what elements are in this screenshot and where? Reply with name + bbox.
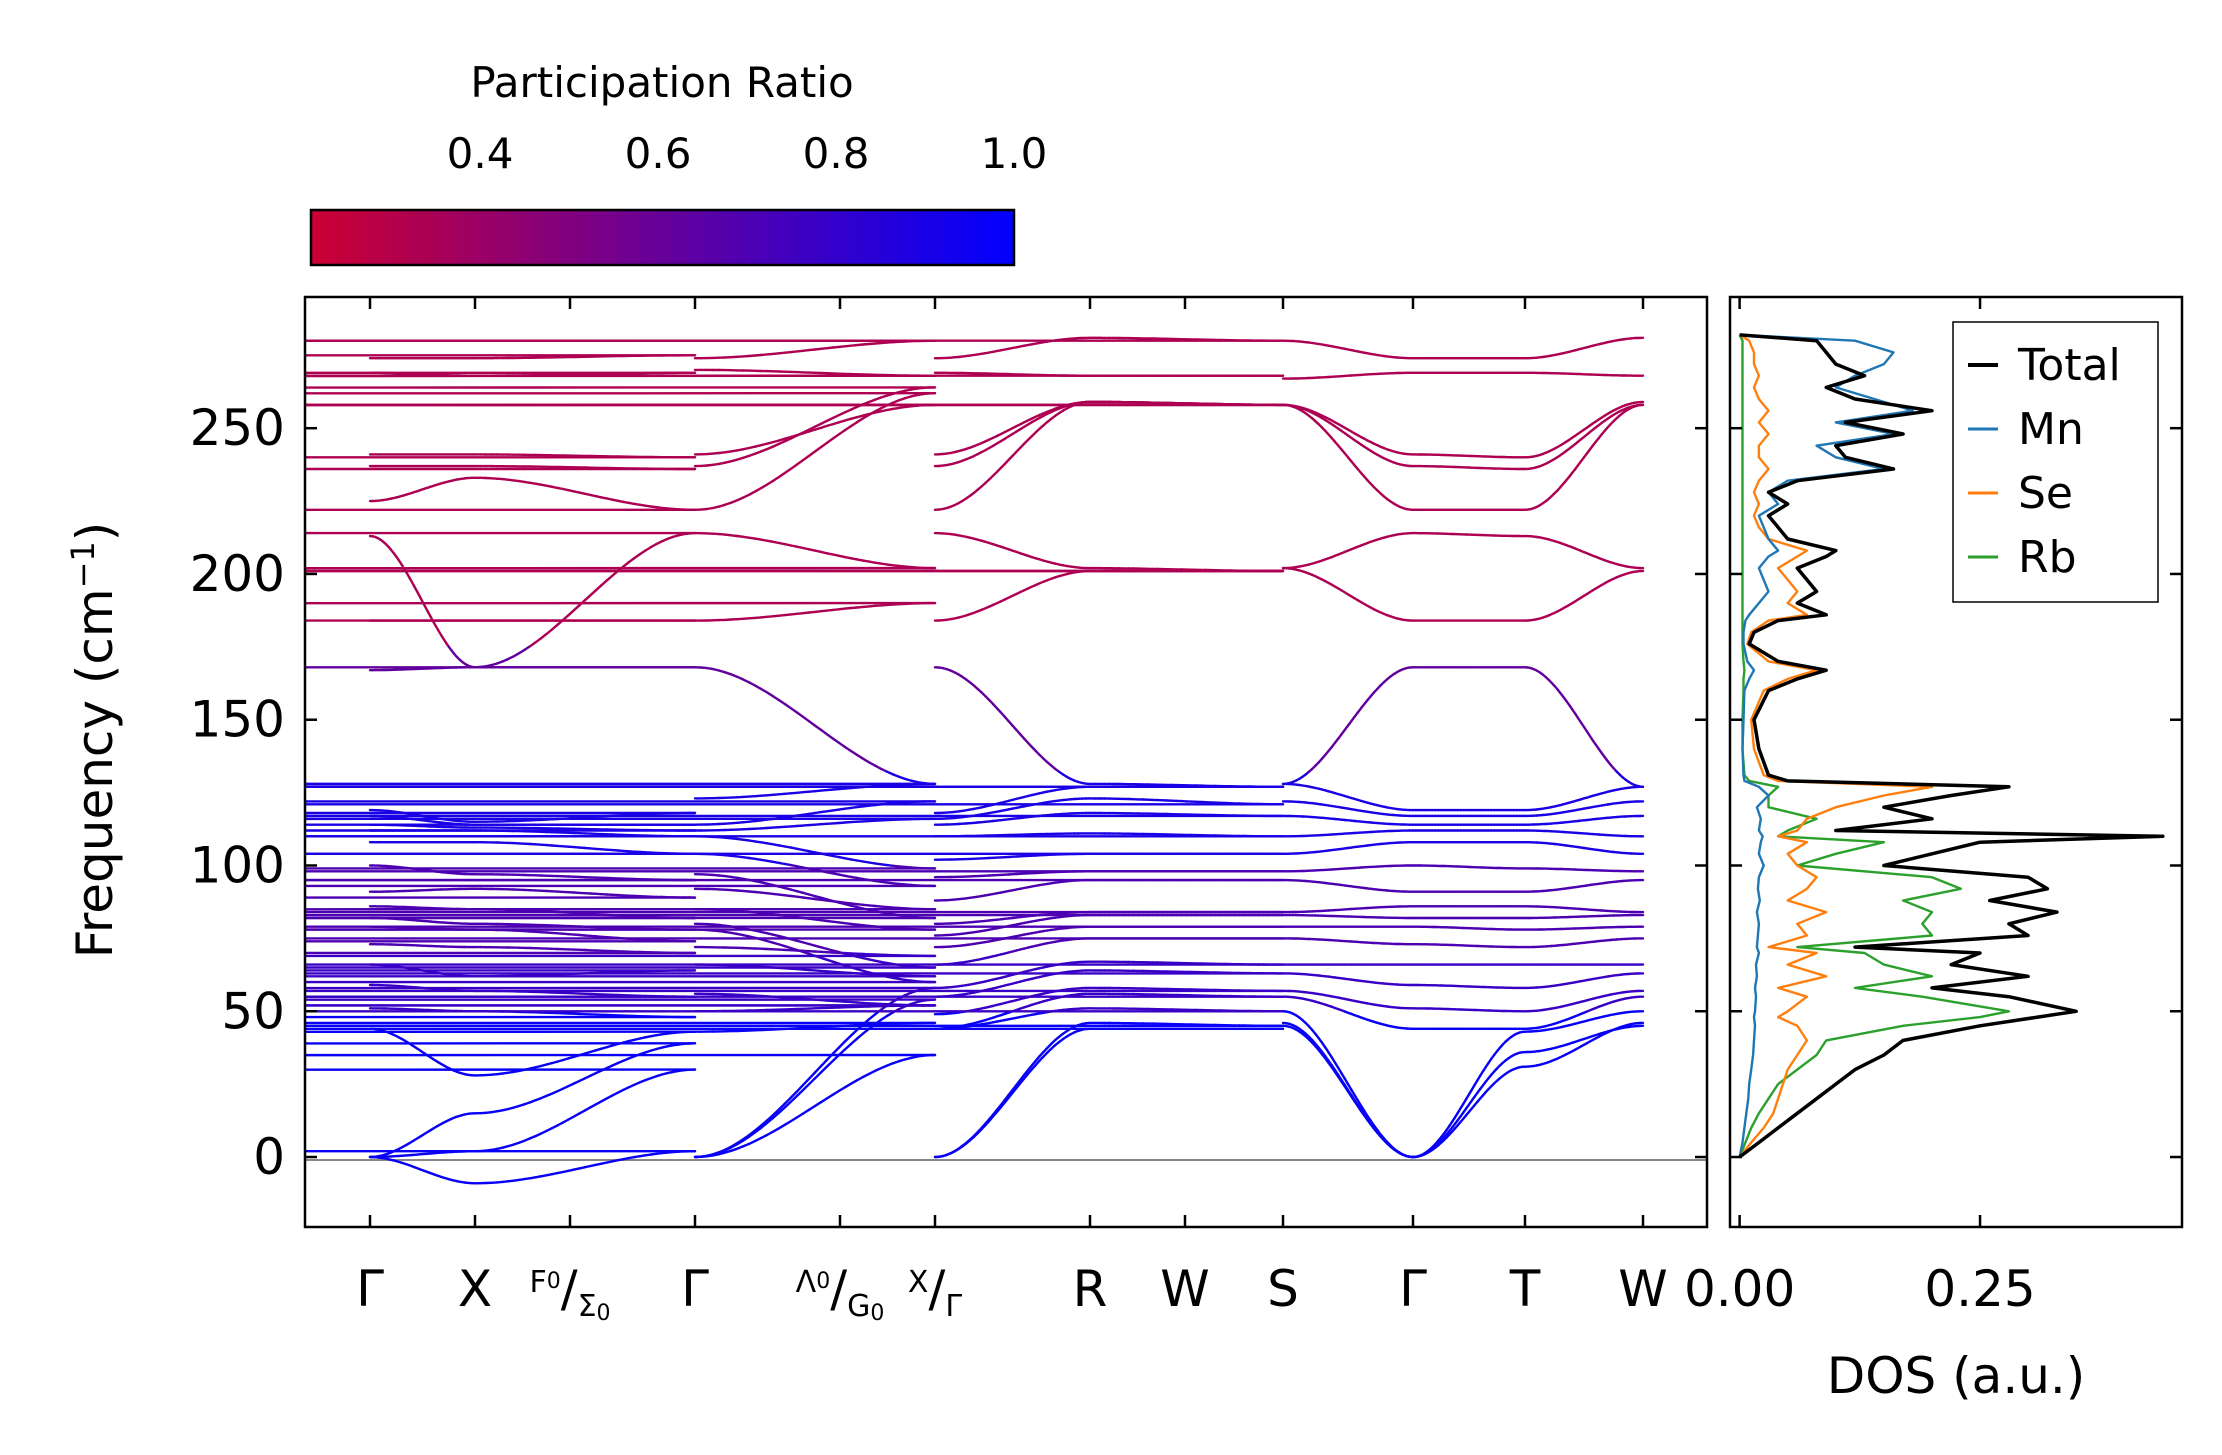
band-line — [305, 386, 937, 468]
band-line — [305, 1149, 697, 1185]
band-segment — [783, 702, 793, 710]
band-segment — [589, 589, 598, 597]
band-line — [368, 943, 477, 949]
band-line — [305, 476, 697, 511]
colorbar-tick-label: 1.0 — [981, 129, 1048, 178]
band-segment — [813, 724, 823, 732]
band-line — [368, 1112, 477, 1159]
band-segment — [843, 745, 853, 753]
band-line — [305, 601, 937, 622]
band-segment — [819, 728, 829, 736]
band-segment — [550, 623, 559, 631]
band-line — [368, 887, 477, 893]
band-line — [305, 945, 697, 955]
band-line — [368, 1027, 477, 1077]
band-segment — [594, 584, 603, 592]
band-segment — [825, 437, 835, 444]
band-segment — [801, 454, 811, 462]
band-segment — [813, 445, 823, 453]
band-line — [305, 1068, 697, 1153]
band-line — [305, 666, 937, 786]
colorbar-gradient — [309, 208, 1016, 267]
colorbar-tick-label: 0.8 — [803, 129, 870, 178]
band-segment — [843, 424, 853, 432]
band-segment — [789, 707, 799, 714]
band-line — [305, 464, 697, 471]
band-line — [305, 453, 697, 459]
band-segment — [600, 579, 609, 587]
band-line — [305, 1042, 697, 1115]
band-segment — [819, 441, 829, 449]
colorbar-title: Participation Ratio — [470, 58, 853, 107]
band-segment — [825, 733, 835, 740]
band-segment — [795, 711, 805, 718]
band-segment — [795, 459, 805, 466]
band-segment — [777, 698, 787, 706]
colorbar: Participation Ratio 0.4 0.6 0.8 1.0 — [309, 58, 1048, 267]
band-segment — [837, 741, 847, 749]
band-line — [368, 1155, 477, 1185]
band-line — [305, 354, 697, 360]
band-segment — [837, 428, 847, 436]
band-lines — [305, 336, 1645, 1185]
band-line — [305, 887, 697, 899]
band-line — [305, 826, 697, 832]
band-line — [305, 531, 937, 570]
band-line — [305, 1030, 697, 1077]
band-segment — [561, 614, 570, 622]
band-line — [368, 864, 477, 876]
band-line — [305, 531, 697, 669]
band-segment — [777, 471, 787, 479]
band-line — [368, 476, 477, 503]
colorbar-tick-label: 0.6 — [625, 129, 692, 178]
band-segment — [789, 463, 799, 470]
band-segment — [583, 594, 592, 602]
band-line — [305, 392, 937, 511]
band-segment — [831, 433, 841, 440]
band-segment — [807, 450, 817, 458]
band-segment — [567, 609, 576, 617]
band-line — [368, 534, 477, 669]
band-segment — [605, 574, 614, 582]
band-line — [305, 368, 937, 378]
band-segment — [807, 720, 817, 727]
band-segment — [572, 604, 581, 612]
colorbar-tick-label: 0.4 — [447, 129, 514, 178]
band-segment — [783, 467, 793, 475]
band-segment — [801, 715, 811, 723]
band-segment — [831, 737, 841, 744]
band-line — [305, 1021, 937, 1033]
